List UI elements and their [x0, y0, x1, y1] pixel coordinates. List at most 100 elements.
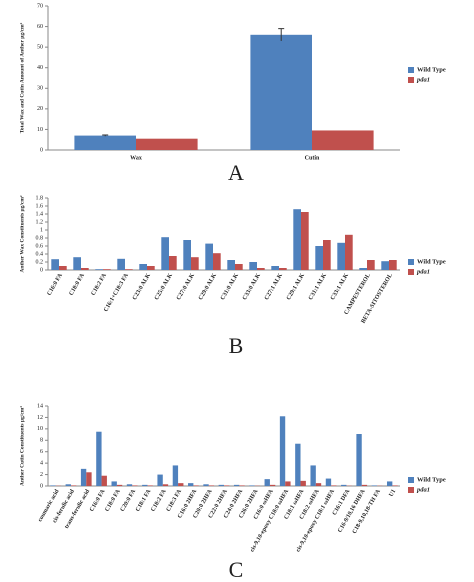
bar — [126, 484, 133, 486]
y-tick-label: 12 — [37, 415, 43, 421]
x-tick-label: C23:0 ALK — [132, 272, 152, 301]
bar — [331, 485, 337, 486]
y-tick-label: 0 — [40, 483, 43, 489]
bar — [279, 416, 286, 486]
bar — [312, 130, 374, 150]
y-tick-label: 4 — [40, 461, 43, 467]
y-tick-label: 0.6 — [36, 243, 44, 249]
bar — [227, 260, 235, 270]
bar — [147, 485, 153, 486]
y-tick-label: 1.8 — [36, 195, 44, 201]
legend-label: pda1 — [416, 486, 430, 493]
bar — [73, 257, 81, 270]
bar — [96, 431, 102, 486]
y-tick-label: 30 — [37, 86, 43, 92]
y-tick-label: 1.6 — [36, 203, 44, 209]
bar — [80, 468, 87, 486]
bar — [367, 260, 375, 270]
bar — [162, 484, 169, 486]
y-tick-label: 8 — [40, 438, 43, 444]
y-axis-label: Total Wax and Cutin Amount of Anther μg/… — [19, 22, 25, 133]
bar — [218, 484, 224, 486]
bar — [111, 481, 117, 486]
bar — [191, 257, 199, 270]
y-axis-label: Anther Wax Constituents μg/cm² — [19, 195, 25, 272]
legend-swatch — [408, 77, 414, 83]
bar — [103, 269, 111, 270]
y-tick-label: 0.2 — [36, 259, 44, 265]
bar — [341, 484, 347, 486]
bar — [359, 268, 367, 270]
legend-swatch — [408, 67, 414, 73]
bar — [208, 485, 215, 486]
bar — [264, 479, 270, 486]
y-tick-label: 6 — [40, 449, 43, 455]
legend-label: Wild Type — [417, 258, 446, 265]
legend-label: Wild Type — [417, 66, 446, 73]
y-tick-label: 50 — [37, 45, 43, 51]
bar — [233, 484, 240, 486]
y-tick-label: 0 — [40, 267, 43, 273]
bar — [81, 268, 89, 270]
bar — [172, 465, 179, 486]
x-tick-label: C33:1 ALK — [330, 272, 350, 301]
bar — [371, 485, 378, 486]
x-tick-label: C25:0 ALK — [154, 272, 174, 301]
y-tick-label: 0.4 — [36, 251, 44, 257]
y-tick-label: 20 — [37, 106, 43, 112]
bar — [293, 209, 301, 270]
bar — [325, 478, 332, 486]
y-axis-label: Anther Cutin Constituents μg/cm² — [19, 406, 25, 486]
bar — [250, 34, 312, 150]
bar — [301, 212, 309, 270]
bar — [51, 259, 59, 270]
x-tick-label: C31:1 ALK — [308, 272, 328, 301]
bar — [139, 264, 147, 270]
bar — [125, 269, 133, 270]
bar — [142, 484, 148, 486]
x-tick-label: C27:0 ALK — [176, 272, 196, 301]
y-tick-label: 14 — [37, 403, 43, 409]
bar — [361, 484, 368, 486]
y-tick-label: 60 — [37, 24, 43, 30]
x-tick-label: C18-9,10,18-TH FA — [352, 488, 383, 535]
legend-swatch — [408, 259, 414, 265]
bar — [59, 266, 67, 270]
bar — [249, 485, 255, 486]
bar — [147, 266, 155, 270]
bar — [239, 485, 245, 486]
y-tick-label: 2 — [40, 472, 43, 478]
bar — [95, 269, 103, 270]
x-tick-label: C29:0 ALK — [198, 272, 218, 301]
bar — [183, 240, 191, 270]
legend-label: pda1 — [416, 268, 430, 275]
x-tick-label: Wax — [130, 155, 142, 161]
bar — [178, 483, 184, 486]
bar — [392, 485, 398, 486]
bar — [193, 485, 199, 486]
bar — [203, 484, 209, 486]
bar — [323, 240, 331, 270]
bar — [65, 484, 71, 486]
x-tick-label: C33:0 ALK — [242, 272, 262, 301]
bar — [381, 261, 389, 270]
bar — [271, 266, 279, 270]
bar — [310, 465, 316, 486]
x-tick-label: U1 — [388, 489, 397, 498]
bar — [249, 262, 257, 270]
x-tick-label: C16:0 FA — [47, 272, 65, 297]
bar — [188, 483, 194, 486]
bar — [279, 268, 287, 270]
bar — [117, 258, 125, 270]
x-tick-label: C29:1 ALK — [286, 272, 306, 301]
bar — [116, 484, 123, 486]
bar — [235, 264, 243, 270]
x-tick-label: C27:1 ALK — [264, 272, 284, 301]
bar — [74, 135, 136, 150]
y-tick-label: 1.2 — [36, 219, 44, 225]
panel-label: A — [228, 160, 244, 185]
legend-swatch — [408, 269, 414, 275]
bar — [50, 485, 56, 486]
bar — [389, 260, 397, 270]
bar — [356, 434, 362, 486]
